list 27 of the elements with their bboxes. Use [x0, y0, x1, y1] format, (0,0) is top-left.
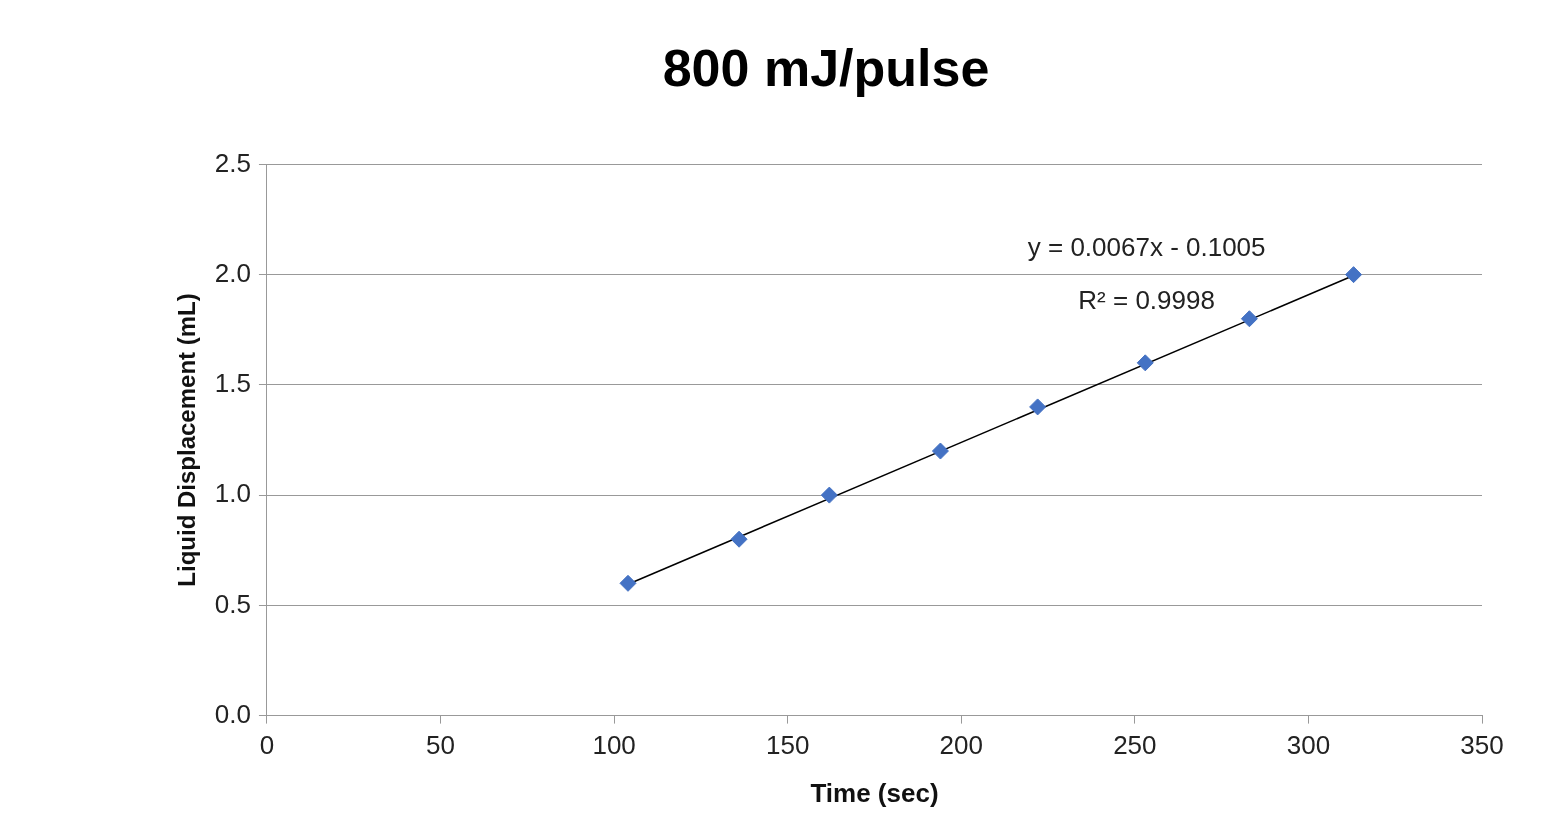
y-axis-title: Liquid Displacement (mL) — [173, 293, 201, 587]
x-tick-label: 50 — [426, 730, 455, 761]
x-tick-label: 300 — [1286, 730, 1331, 761]
point — [1136, 354, 1154, 372]
x-tick-label: 350 — [1460, 730, 1504, 761]
point — [1345, 266, 1363, 284]
point — [1029, 398, 1047, 416]
y-tick-label: 1.5 — [214, 368, 251, 399]
y-tick-label: 1.0 — [214, 478, 251, 509]
x-tick-label: 100 — [592, 730, 636, 761]
x-tick-label: 250 — [1113, 730, 1157, 761]
x-axis-title: Time (sec) — [810, 777, 939, 808]
x-tick-label: 0 — [259, 730, 275, 761]
point — [619, 574, 637, 592]
point — [931, 442, 949, 460]
point — [820, 486, 838, 504]
annotation: y = 0.0067x - 0.1005 — [1027, 232, 1266, 263]
annotation: R² = 0.9998 — [1078, 285, 1215, 316]
y-tick-label: 2.5 — [214, 147, 251, 178]
point — [730, 530, 748, 548]
y-tick-label: 2.0 — [214, 257, 251, 288]
chart-title: 800 mJ/pulse — [662, 38, 990, 97]
y-tick-label: 0.0 — [214, 698, 251, 729]
point — [1240, 310, 1258, 328]
x-tick-label: 150 — [765, 730, 810, 761]
x-tick-label: 200 — [939, 730, 983, 761]
y-tick-label: 0.5 — [214, 588, 251, 619]
